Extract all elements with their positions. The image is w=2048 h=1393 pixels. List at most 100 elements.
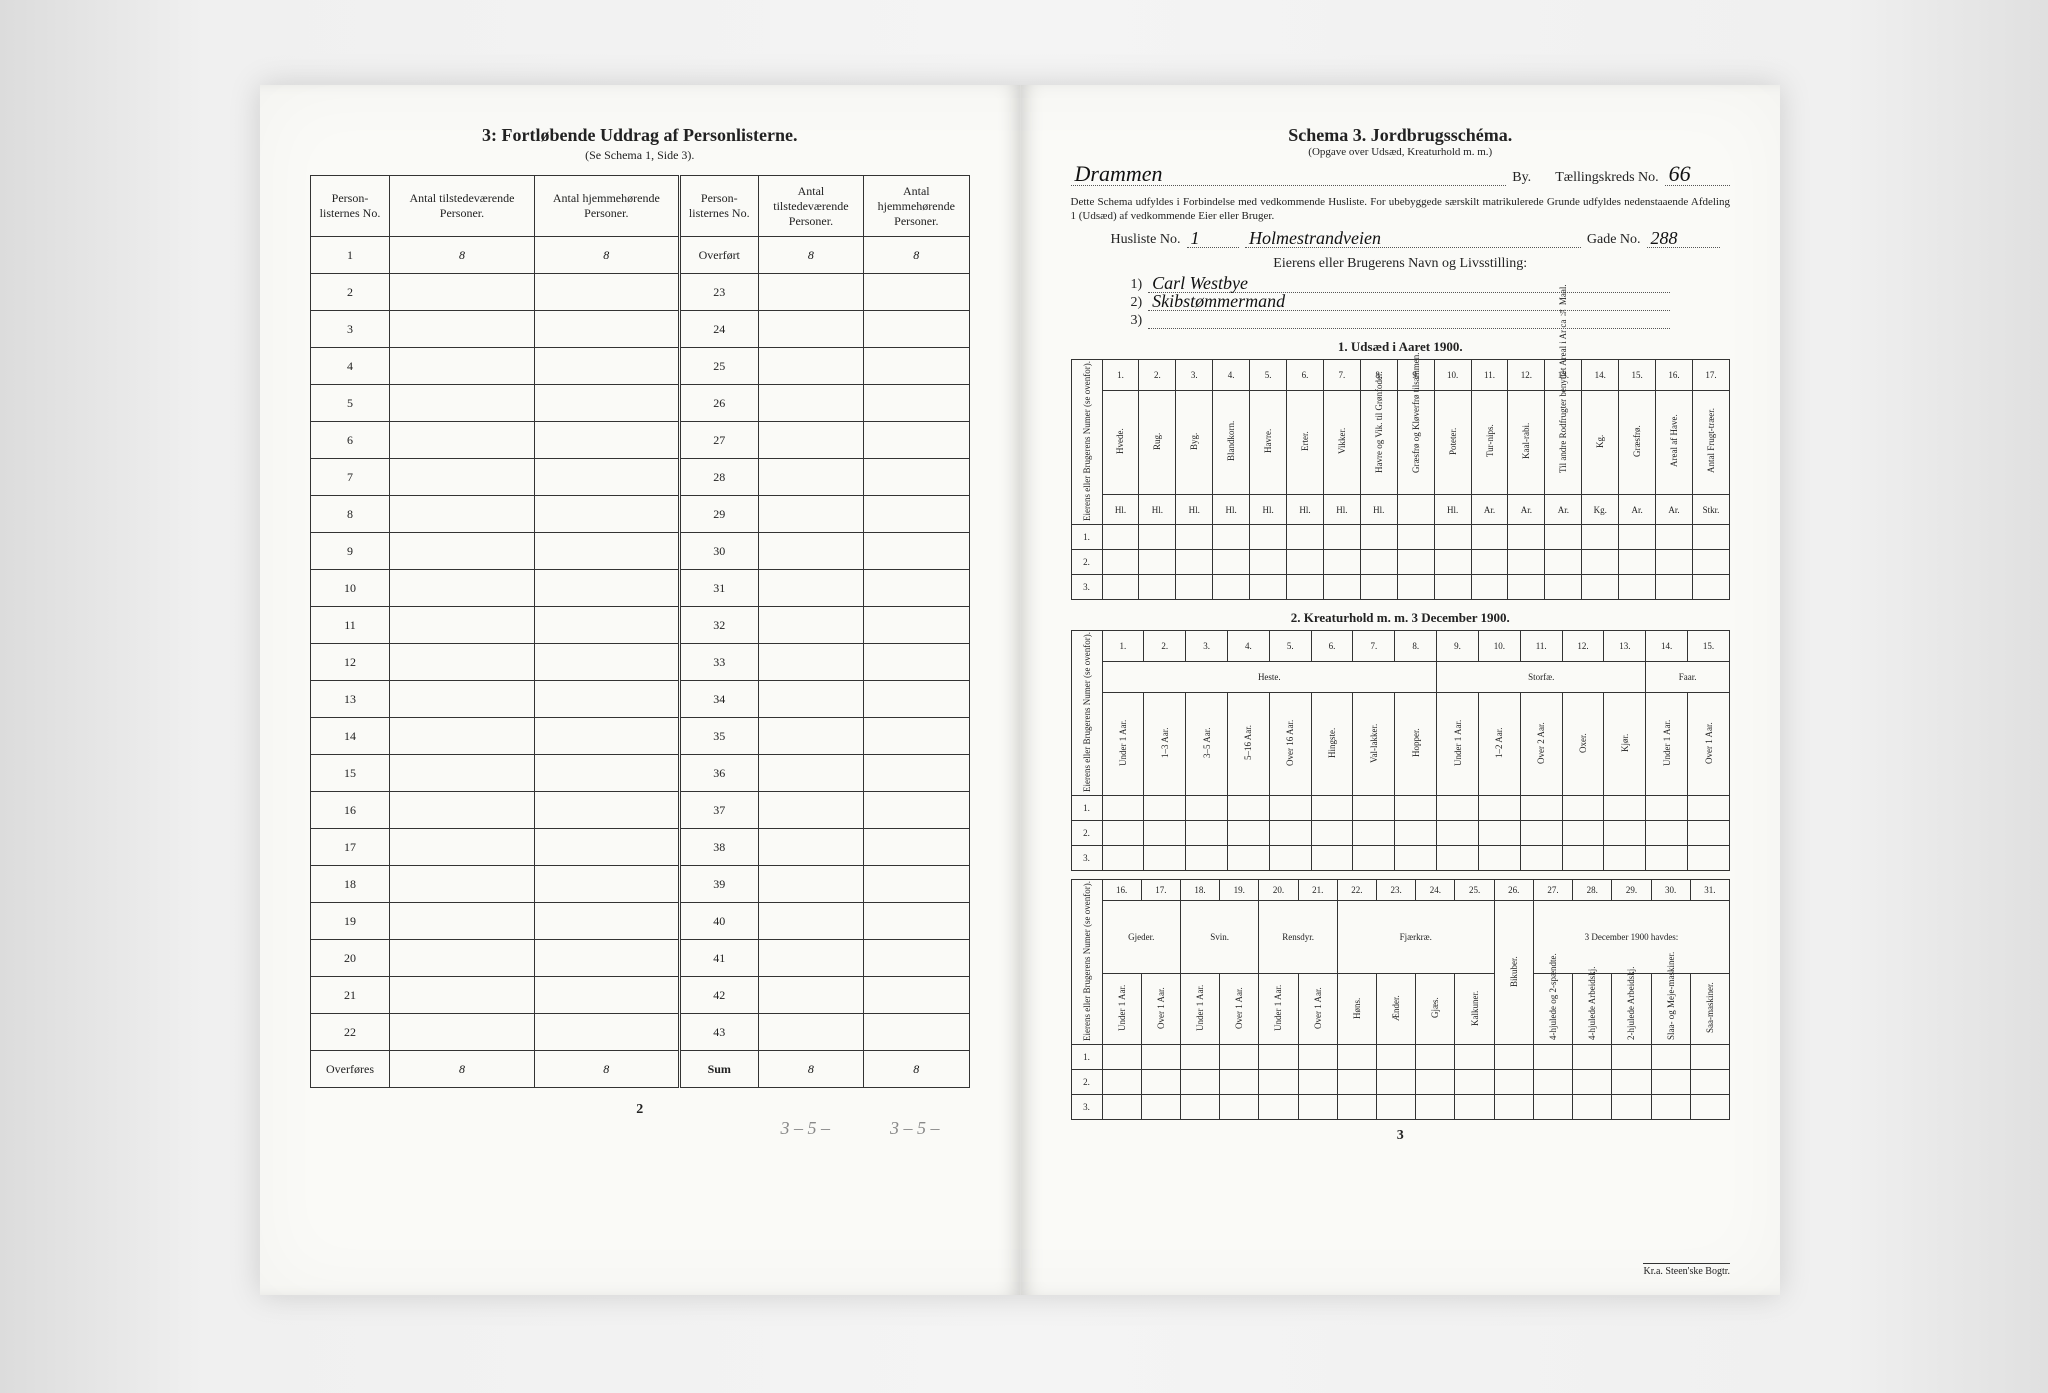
rowB-v5 [758, 718, 863, 755]
t3-cell [1180, 1095, 1219, 1120]
owner-head: Eierens eller Brugerens Navn og Livsstil… [1071, 256, 1731, 272]
rowB-v6 [864, 570, 969, 607]
rowB-v5 [758, 607, 863, 644]
t1-unit: Hl. [1287, 494, 1324, 525]
t1-cell [1508, 550, 1545, 575]
rowB-v6 [864, 422, 969, 459]
t2-label: 1–3 Aar. [1144, 692, 1186, 796]
rowB-v5 [758, 792, 863, 829]
t2-cell [1186, 821, 1228, 846]
t2-num: 4. [1227, 631, 1269, 662]
th-c2: Antal tilstedeværende Personer. [390, 176, 535, 237]
t1-cell [1397, 525, 1434, 550]
t1-label: Erter. [1287, 391, 1324, 495]
t3-num: 17. [1141, 880, 1180, 901]
instruction-text: Dette Schema udfyldes i Forbindelse med … [1071, 196, 1731, 224]
t3-cell [1180, 1045, 1219, 1070]
t1-num: 3. [1176, 360, 1213, 391]
t1-cell [1656, 525, 1693, 550]
rowA-no: 12 [311, 644, 390, 681]
t1-cell [1582, 550, 1619, 575]
rowB-v6 [864, 940, 969, 977]
rowB-v6 [864, 533, 969, 570]
t1-label: Græsfrø og Kløverfrø tilsammen. [1397, 391, 1434, 495]
t1-label: Poteter. [1434, 391, 1471, 495]
t3-cell [1377, 1045, 1416, 1070]
t2-cell [1353, 846, 1395, 871]
t3-cell [1455, 1045, 1494, 1070]
imprint: Kr.a. Steen'ske Bogtr. [1643, 1263, 1730, 1277]
rowA-v2 [390, 533, 535, 570]
rowgroup-label-3: Eierens eller Brugerens Numer (se ovenfo… [1082, 881, 1092, 1041]
t3-cell [1298, 1095, 1337, 1120]
t3-cell [1651, 1095, 1690, 1120]
t3-num: 31. [1690, 880, 1729, 901]
t3-cell [1141, 1095, 1180, 1120]
owner2: Skibstømmermand [1152, 291, 1285, 312]
rowA-v3 [534, 903, 679, 940]
th-c1: Person-listernes No. [311, 176, 390, 237]
t3-num: 28. [1573, 880, 1612, 901]
t3-label: Høns. [1337, 974, 1376, 1045]
t2-label: Val-lakker. [1353, 692, 1395, 796]
rowA-v2 [390, 866, 535, 903]
t1-cell [1250, 575, 1287, 600]
rowB-no: 33 [679, 644, 758, 681]
t1-num: 1. [1102, 360, 1139, 391]
t1-label: Kg. [1582, 391, 1619, 495]
t1-rowno: 3. [1071, 575, 1102, 600]
t1-unit: Hl. [1102, 494, 1139, 525]
city-line: Drammen By. Tællingskreds No. 66 [1071, 170, 1731, 186]
rowA-v3 [534, 718, 679, 755]
rowA-v2 [390, 348, 535, 385]
t2-cell [1269, 796, 1311, 821]
pencil-note-a: 3 – 5 – [781, 1118, 831, 1139]
t1-label: Til andre Rodfrugter benyttet Areal i Ar… [1545, 391, 1582, 495]
t2-cell [1186, 796, 1228, 821]
t3-label: Under 1 Aar. [1259, 974, 1298, 1045]
rowB-v5 [758, 348, 863, 385]
rowB-v6 [864, 348, 969, 385]
t1-num: 17. [1693, 360, 1730, 391]
rowA-v3 [534, 792, 679, 829]
rowA-v2 [390, 607, 535, 644]
gade-no: 288 [1651, 228, 1678, 249]
rowA-v2 [390, 1014, 535, 1051]
t1-cell [1176, 575, 1213, 600]
t3-num: 19. [1220, 880, 1259, 901]
t1-label: Byg. [1176, 391, 1213, 495]
t2-cell [1437, 796, 1479, 821]
footer-cell: Overføres [311, 1051, 390, 1088]
t2-cell [1562, 821, 1604, 846]
t2-label: Over 1 Aar. [1688, 692, 1730, 796]
t1-cell [1693, 550, 1730, 575]
t3-label: 4-hjulede Arbeidskj. [1573, 974, 1612, 1045]
rowB-v5 [758, 903, 863, 940]
t2-cell [1688, 846, 1730, 871]
rowB-v6 [864, 681, 969, 718]
rowA-v2 [390, 422, 535, 459]
rowA-v2 [390, 385, 535, 422]
t2-num: 12. [1562, 631, 1604, 662]
t3-num: 25. [1455, 880, 1494, 901]
t1-cell [1508, 575, 1545, 600]
rowB-no: 38 [679, 829, 758, 866]
rowB-v6 [864, 829, 969, 866]
t1-label: Hvede. [1102, 391, 1139, 495]
t3-label: 4-hjulede og 2-spændte. [1533, 974, 1572, 1045]
rowA-v2 [390, 459, 535, 496]
t2-cell [1688, 796, 1730, 821]
t3-cell [1259, 1045, 1298, 1070]
t3-rowno: 3. [1071, 1095, 1102, 1120]
t3-cell [1102, 1095, 1141, 1120]
left-subtitle: (Se Schema 1, Side 3). [310, 148, 970, 163]
t3-cell [1651, 1045, 1690, 1070]
t3-cell [1651, 1070, 1690, 1095]
rowA-v3 [534, 681, 679, 718]
rowB-v6 [864, 866, 969, 903]
rowB-v6 [864, 977, 969, 1014]
t3-num: 26. [1494, 880, 1533, 901]
rowA-no: 13 [311, 681, 390, 718]
t1-cell [1434, 525, 1471, 550]
rowA-no: 17 [311, 829, 390, 866]
